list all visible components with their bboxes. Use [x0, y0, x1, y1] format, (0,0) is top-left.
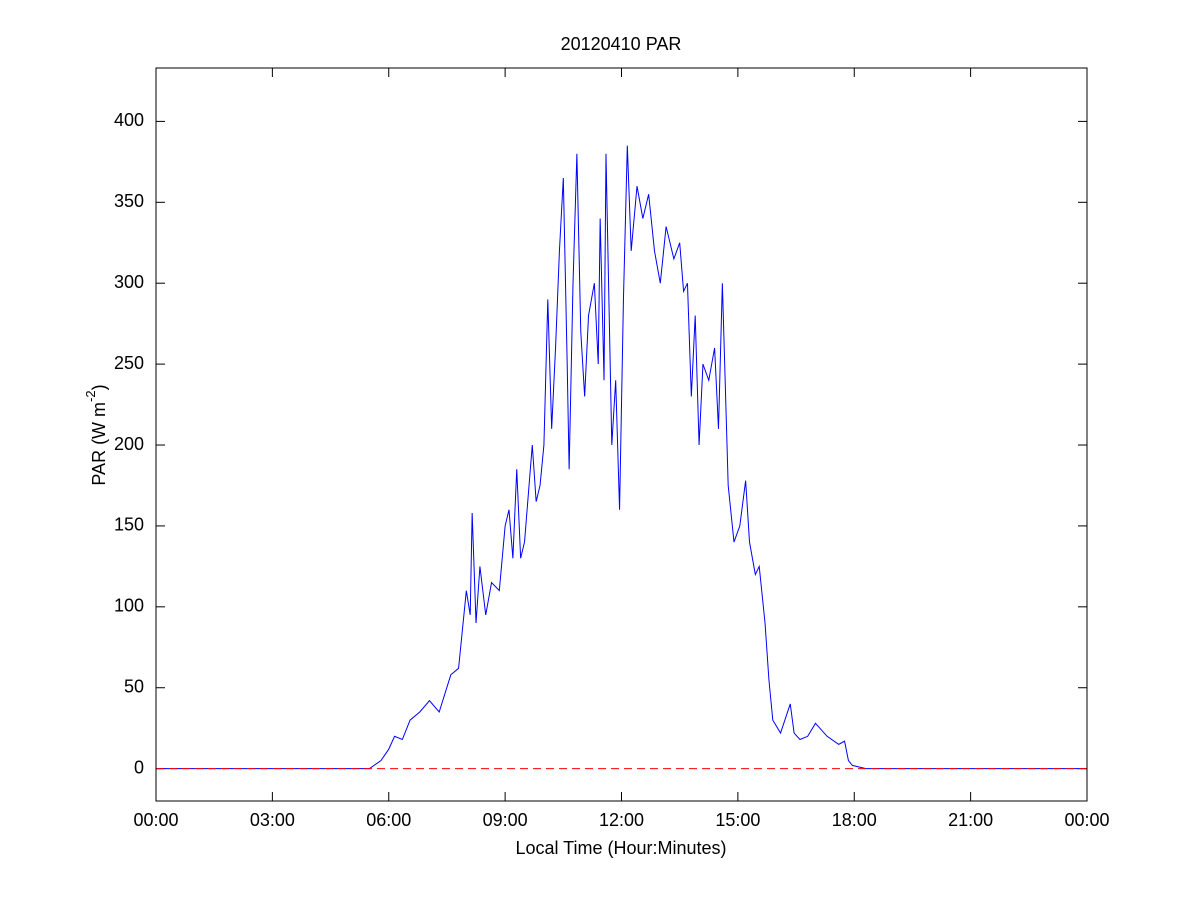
x-tick-label: 15:00: [715, 810, 760, 830]
y-tick-label: 350: [114, 191, 144, 211]
x-tick-label: 18:00: [832, 810, 877, 830]
y-tick-label: 200: [114, 434, 144, 454]
x-tick-label: 09:00: [483, 810, 528, 830]
chart-title: 20120410 PAR: [561, 34, 682, 54]
y-axis-label-superscript: -2: [83, 390, 98, 402]
x-tick-label: 21:00: [948, 810, 993, 830]
x-tick-label: 00:00: [1064, 810, 1109, 830]
x-tick-label: 00:00: [133, 810, 178, 830]
data-line: [156, 145, 1087, 770]
y-tick-label: 50: [124, 676, 144, 696]
x-tick-label: 06:00: [366, 810, 411, 830]
y-tick-label: 0: [134, 757, 144, 777]
x-axis-label: Local Time (Hour:Minutes): [515, 838, 726, 858]
x-tick-label: 03:00: [250, 810, 295, 830]
y-tick-label: 300: [114, 272, 144, 292]
y-axis-label: PAR (W m-2): [83, 384, 108, 485]
y-tick-label: 400: [114, 110, 144, 130]
y-tick-label: 100: [114, 596, 144, 616]
y-axis-label-suffix: ): [89, 384, 109, 390]
axes-frame: [155, 67, 1088, 802]
y-tick-label: 150: [114, 515, 144, 535]
x-tick-label: 12:00: [599, 810, 644, 830]
y-tick-label: 250: [114, 353, 144, 373]
y-axis-label-text: PAR (W m: [89, 402, 109, 486]
